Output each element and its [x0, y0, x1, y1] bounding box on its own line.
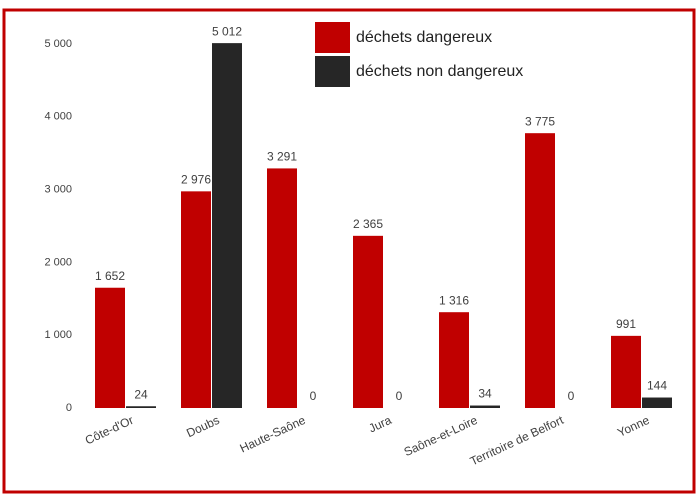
value-label: 1 316: [439, 293, 469, 307]
bar: [525, 133, 555, 408]
value-label: 0: [568, 389, 575, 403]
legend-swatch: [315, 56, 350, 87]
bar: [126, 406, 156, 408]
y-tick-label: 1 000: [44, 329, 72, 341]
value-label: 34: [478, 387, 492, 401]
bar: [267, 168, 297, 408]
value-label: 991: [616, 317, 636, 331]
bar: [470, 405, 500, 408]
value-label: 0: [396, 389, 403, 403]
legend-label: déchets non dangereux: [356, 63, 523, 80]
bar: [439, 312, 469, 408]
y-tick-label: 3 000: [44, 184, 72, 196]
bar: [181, 191, 211, 408]
value-label: 24: [134, 387, 148, 401]
y-tick-label: 5 000: [44, 38, 72, 50]
value-label: 0: [310, 389, 317, 403]
bar: [611, 335, 641, 408]
value-label: 2 365: [353, 217, 383, 231]
value-label: 144: [647, 379, 667, 393]
bar: [212, 43, 242, 408]
value-label: 2 976: [181, 173, 211, 187]
value-label: 3 775: [525, 114, 555, 128]
value-label: 3 291: [267, 150, 297, 164]
legend-label: déchets dangereux: [356, 29, 492, 46]
bar: [642, 397, 672, 408]
value-label: 5 012: [212, 24, 242, 38]
value-label: 1 652: [95, 269, 125, 283]
legend-swatch: [315, 22, 350, 53]
chart-frame: [2, 8, 696, 494]
y-tick-label: 2 000: [44, 256, 72, 268]
bar: [95, 287, 125, 408]
bar: [353, 235, 383, 408]
y-tick-label: 0: [66, 402, 72, 414]
y-tick-label: 4 000: [44, 111, 72, 123]
